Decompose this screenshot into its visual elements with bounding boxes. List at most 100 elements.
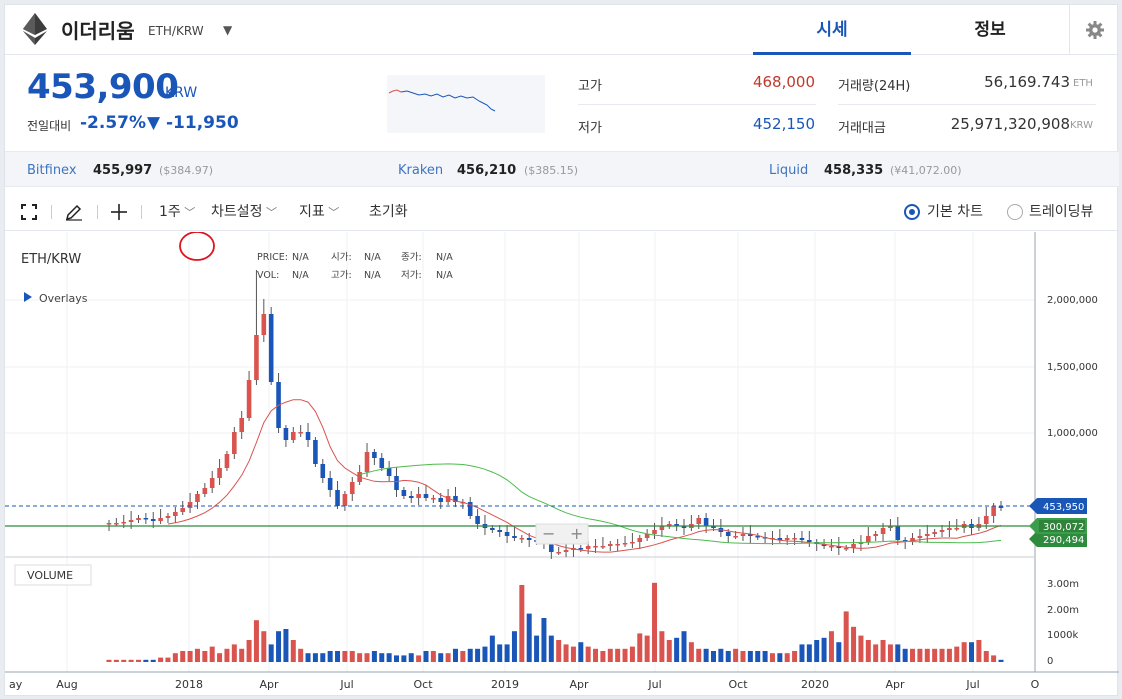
candle-body: [873, 534, 878, 536]
volume-bar: [939, 648, 945, 662]
basic-chart-label[interactable]: 기본 차트: [927, 204, 983, 220]
price-chart[interactable]: ETH/KRW Overlays PRICE: N/A 시가: N/A 종가: …: [5, 232, 1119, 697]
volume-bar: [946, 648, 952, 662]
candle-body: [784, 538, 790, 540]
candle-body: [512, 536, 517, 538]
candle-body: [600, 546, 606, 548]
change-amount: ▼ -11,950: [147, 113, 239, 133]
candle-body: [136, 518, 141, 520]
volume-bar: [983, 651, 989, 662]
price-tick: 1,000,000: [1047, 428, 1098, 439]
volume-bar: [615, 648, 621, 662]
exchange-price: 458,335: [824, 163, 884, 178]
ma-tag-2: 290,494: [1029, 531, 1087, 547]
high-label: 고가: [578, 79, 602, 94]
legend-open-label: 시가:: [331, 252, 352, 263]
period-select[interactable]: 1주 ﹀: [159, 204, 196, 220]
zoom-controls[interactable]: − +: [535, 523, 589, 545]
pair-label[interactable]: ETH/KRW: [148, 24, 204, 38]
candle-body: [165, 516, 171, 518]
volume-bar: [128, 659, 134, 662]
volume-bar: [401, 655, 407, 662]
zoom-out-button[interactable]: −: [542, 524, 555, 543]
candle-body: [607, 544, 613, 546]
time-tick: 2018: [175, 678, 203, 691]
volume-bar: [622, 648, 628, 662]
volume-bar: [814, 640, 820, 662]
time-tick: Jul: [965, 678, 979, 691]
candle-body: [504, 532, 510, 536]
indicators-menu[interactable]: 지표 ﹀: [299, 204, 340, 220]
candle-body: [585, 546, 591, 549]
volume-bar: [423, 651, 429, 662]
volume-bar: [386, 653, 392, 662]
volume-bar: [681, 631, 687, 662]
candle-body: [268, 314, 274, 382]
tradingview-radio[interactable]: [1007, 204, 1023, 220]
volume-bar: [563, 644, 569, 662]
exchange-name[interactable]: Bitfinex: [27, 163, 77, 178]
volume-bar: [379, 653, 385, 662]
volume-bar: [607, 648, 613, 662]
overlays-toggle[interactable]: Overlays: [39, 292, 88, 305]
current-price-tag: 453,950: [1029, 498, 1087, 514]
volume-bar: [652, 582, 658, 662]
exchange-name[interactable]: Liquid: [769, 163, 809, 178]
coin-name: 이더리움: [61, 19, 135, 43]
volume-tick: 1000k: [1047, 630, 1078, 641]
candlesticks: [106, 270, 1004, 559]
amount-value: 25,971,320,908: [950, 115, 1070, 133]
current-price-tag-value: 453,950: [1043, 502, 1084, 513]
volume-bar: [224, 648, 230, 662]
candle-body: [150, 519, 156, 521]
pencil-icon[interactable]: [65, 203, 83, 221]
amount-unit: KRW: [1070, 120, 1093, 131]
volume-bar: [585, 646, 591, 662]
candle-body: [725, 532, 731, 536]
candle-body: [866, 536, 871, 542]
volume-bar: [696, 648, 702, 662]
legend-low-label: 저가:: [401, 270, 422, 281]
volume-bar: [357, 653, 363, 662]
header: 이더리움 ETH/KRW ▼ 시세 정보: [5, 5, 1119, 55]
triangle-right-icon[interactable]: [24, 292, 32, 302]
fullscreen-icon[interactable]: [21, 204, 37, 220]
volume-bar: [895, 644, 901, 662]
tab-info[interactable]: 정보: [974, 20, 1006, 40]
divider: [51, 205, 52, 219]
candle-body: [254, 335, 259, 380]
candle-body: [335, 490, 340, 506]
volume-bar: [556, 640, 562, 662]
chart-settings-menu[interactable]: 차트설정 ﹀: [211, 204, 278, 220]
zoom-in-button[interactable]: +: [570, 524, 583, 543]
volume-bar: [666, 640, 672, 662]
volume-bar: [150, 659, 156, 662]
candle-body: [829, 546, 834, 548]
candle-body: [799, 538, 805, 540]
tab-price[interactable]: 시세: [753, 5, 911, 55]
volume-bar: [143, 659, 149, 662]
candle-body: [748, 534, 753, 536]
exchange-price: 456,210: [457, 163, 517, 178]
volume-bar: [416, 655, 422, 662]
candle-body: [401, 490, 407, 496]
candle-body: [593, 546, 598, 548]
volume-bar: [740, 651, 746, 662]
tradingview-label[interactable]: 트레이딩뷰: [1029, 204, 1094, 220]
volume-bar: [548, 635, 554, 662]
time-tick: 2019: [491, 678, 519, 691]
gear-icon[interactable]: [1069, 5, 1119, 55]
reset-button[interactable]: 초기화: [369, 204, 408, 220]
volume-bar: [600, 651, 606, 662]
ohlc-legend: PRICE: N/A 시가: N/A 종가: N/A VOL: N/A 고가: …: [257, 252, 453, 281]
candle-body: [615, 544, 620, 546]
basic-chart-radio[interactable]: [904, 204, 920, 220]
crosshair-icon[interactable]: [111, 204, 127, 220]
volume-bar: [460, 651, 466, 662]
volume-bar: [187, 651, 193, 662]
exchange-name[interactable]: Kraken: [398, 163, 444, 178]
divider: [838, 104, 1096, 105]
chevron-down-icon[interactable]: ▼: [223, 23, 233, 37]
time-tick: Aug: [56, 678, 77, 691]
volume-bar: [475, 648, 481, 662]
